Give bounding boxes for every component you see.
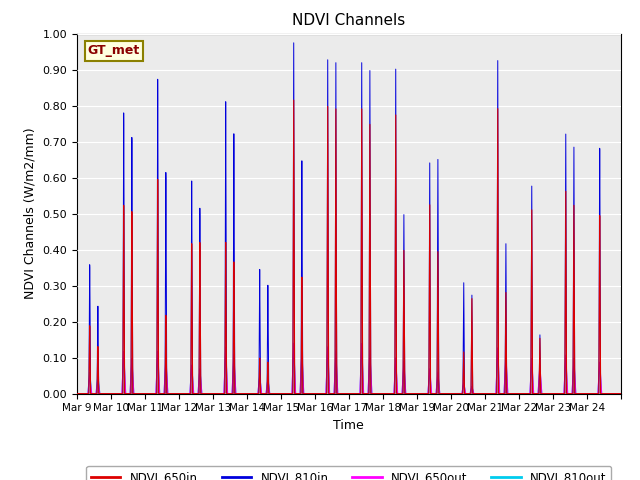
Y-axis label: NDVI Channels (W/m2/mm): NDVI Channels (W/m2/mm) [24, 128, 36, 300]
Text: GT_met: GT_met [88, 44, 140, 58]
X-axis label: Time: Time [333, 419, 364, 432]
Legend: NDVI_650in, NDVI_810in, NDVI_650out, NDVI_810out: NDVI_650in, NDVI_810in, NDVI_650out, NDV… [86, 466, 611, 480]
Title: NDVI Channels: NDVI Channels [292, 13, 405, 28]
